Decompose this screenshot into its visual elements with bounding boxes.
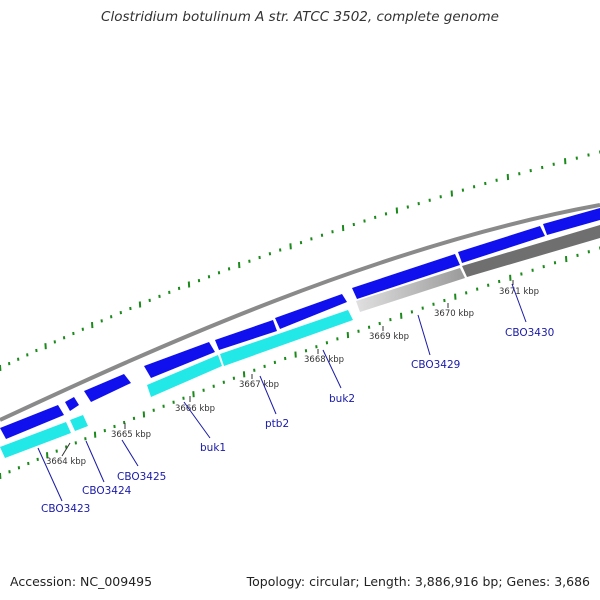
grey-gene[interactable] [462,225,600,277]
kbp-label: 3668 kbp [304,355,344,365]
grey-genes [356,225,600,312]
accession-text: Accession: NC_009495 [10,574,153,589]
reverse-gene[interactable] [147,355,222,397]
kbp-label: 3667 kbp [239,380,279,390]
gene-label[interactable]: CBO3423 [41,503,90,515]
kbp-label: 3671 kbp [499,287,539,297]
forward-genes [0,208,600,439]
gene-label[interactable]: buk1 [200,442,226,454]
kbp-label: 3669 kbp [369,332,409,342]
forward-gene[interactable] [352,254,460,299]
kbp-label: 3664 kbp [46,457,86,467]
grey-gene[interactable] [356,268,465,312]
forward-gene[interactable] [275,294,347,329]
reverse-genes [0,310,353,458]
forward-gene[interactable] [215,320,277,350]
gene-labels: CBO3423 CBO3424 CBO3425 buk1 ptb2 buk2 C… [37,283,554,515]
forward-gene[interactable] [65,397,79,411]
genome-stats-text: Topology: circular; Length: 3,886,916 bp… [246,574,590,589]
outer-tick-dots [0,150,600,372]
inner-tick-dots [0,246,600,480]
kbp-label: 3670 kbp [434,309,474,319]
gene-label[interactable]: CBO3429 [411,359,460,371]
reverse-gene[interactable] [0,422,71,458]
gene-label[interactable]: CBO3425 [117,471,166,483]
gene-label[interactable]: CBO3424 [82,485,132,497]
kbp-scale: 3664 kbp 3665 kbp 3666 kbp 3667 kbp 3668… [46,280,539,467]
reverse-gene[interactable] [70,415,88,431]
kbp-label: 3665 kbp [111,430,151,440]
forward-gene[interactable] [543,208,600,235]
gene-label[interactable]: CBO3430 [505,327,554,339]
reverse-gene[interactable] [220,310,353,366]
backbone-line [0,203,600,422]
gene-label[interactable]: buk2 [329,393,355,405]
map-title: Clostridium botulinum A str. ATCC 3502, … [101,9,499,25]
forward-gene[interactable] [0,405,64,439]
kbp-label: 3666 kbp [175,404,215,414]
forward-gene[interactable] [84,374,131,402]
forward-gene[interactable] [458,226,545,263]
forward-gene[interactable] [144,342,215,378]
gene-label[interactable]: ptb2 [265,418,289,430]
